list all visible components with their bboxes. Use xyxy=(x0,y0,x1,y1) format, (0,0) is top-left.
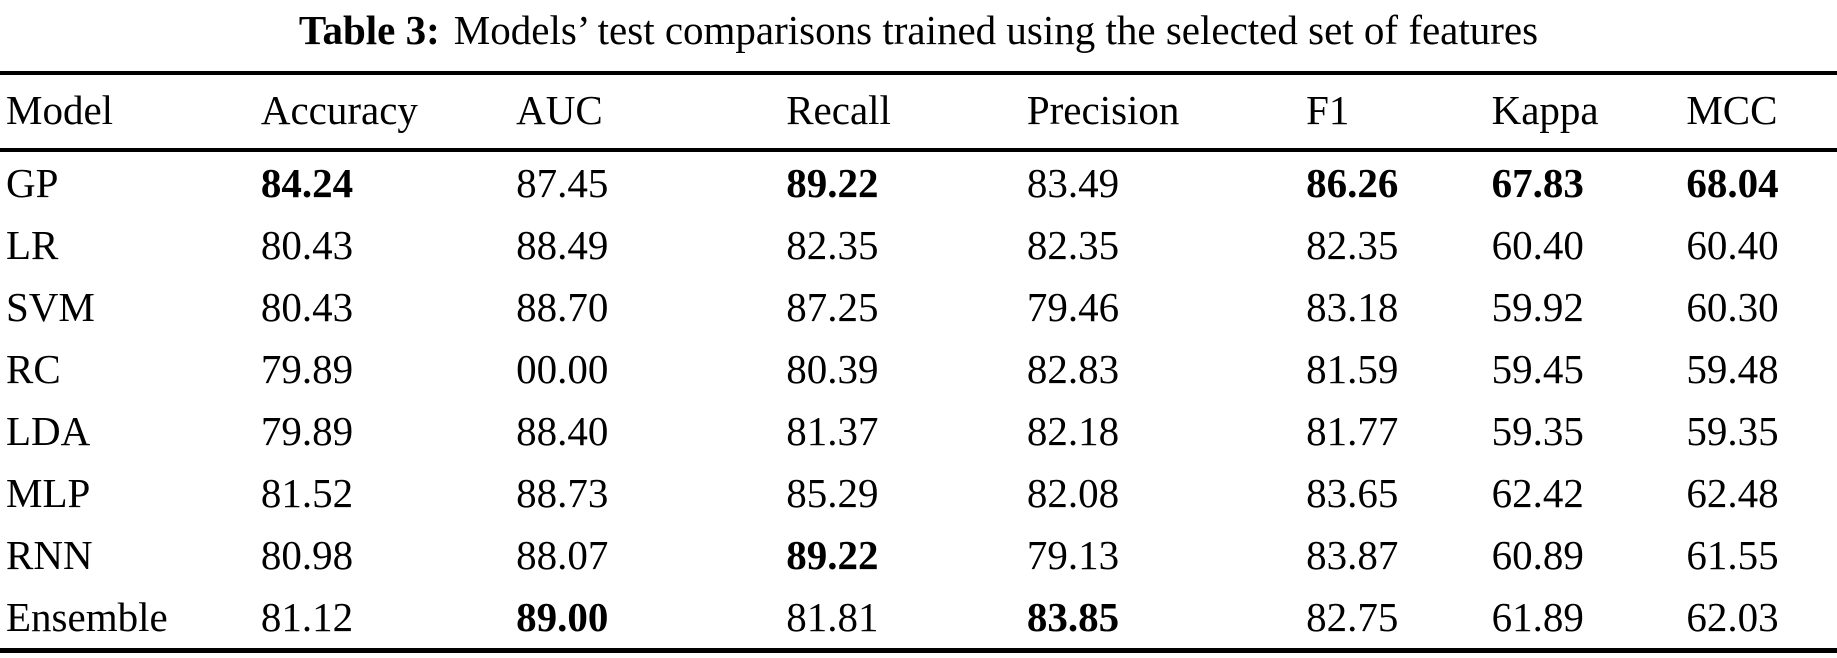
table-row: Ensemble 81.12 89.00 81.81 83.85 82.75 61.89 62… xyxy=(0,586,1837,651)
value-cell: 82.35 xyxy=(786,221,879,268)
value-cell: 59.48 xyxy=(1686,345,1779,392)
table-row: GP 84.24 87.45 89.22 83.49 86.26 67.83 68.04 xyxy=(0,150,1837,214)
value-cell: 60.89 xyxy=(1491,531,1584,578)
value-cell: 81.59 xyxy=(1306,345,1399,392)
table-row: RC 79.89 00.00 80.39 82.83 81.59 59.45 59.48 xyxy=(0,338,1837,400)
value-cell: 84.24 xyxy=(260,159,354,206)
value-cell: 86.26 xyxy=(1306,159,1399,206)
column-header: AUC xyxy=(516,73,787,153)
value-cell: 82.83 xyxy=(1026,345,1120,392)
model-cell: LDA xyxy=(6,407,91,454)
table-body: GP 84.24 87.45 89.22 83.49 86.26 67.83 68.04 LR 8… xyxy=(0,150,1837,651)
value-cell: 80.43 xyxy=(260,283,354,330)
value-cell: 79.89 xyxy=(260,345,354,392)
value-cell: 80.39 xyxy=(786,345,879,392)
model-cell: RNN xyxy=(6,531,93,578)
table-row: LR 80.43 88.49 82.35 82.35 82.35 60.40 60.40 xyxy=(0,214,1837,276)
value-cell: 88.40 xyxy=(516,407,609,454)
column-header: Kappa xyxy=(1491,73,1687,153)
caption-label: Table 3: xyxy=(298,7,440,53)
value-cell: 00.00 xyxy=(516,345,609,392)
value-cell: 80.43 xyxy=(260,221,354,268)
value-cell: 82.75 xyxy=(1306,593,1399,640)
value-cell: 83.85 xyxy=(1026,593,1120,640)
model-cell: Ensemble xyxy=(6,593,168,640)
value-cell: 88.70 xyxy=(516,283,609,330)
column-header: Precision xyxy=(1026,73,1307,153)
value-cell: 79.89 xyxy=(260,407,354,454)
column-header: Accuracy xyxy=(260,73,517,153)
value-cell: 81.77 xyxy=(1306,407,1399,454)
value-cell: 82.35 xyxy=(1306,221,1399,268)
value-cell: 59.35 xyxy=(1686,407,1779,454)
value-cell: 79.13 xyxy=(1026,531,1120,578)
column-header: Model xyxy=(0,73,261,153)
table-row: LDA 79.89 88.40 81.37 82.18 81.77 59.35 59.35 xyxy=(0,400,1837,462)
value-cell: 60.40 xyxy=(1491,221,1584,268)
value-cell: 88.73 xyxy=(516,469,609,516)
value-cell: 83.87 xyxy=(1306,531,1399,578)
value-cell: 60.40 xyxy=(1686,221,1779,268)
value-cell: 87.25 xyxy=(786,283,879,330)
value-cell: 59.35 xyxy=(1491,407,1584,454)
value-cell: 61.89 xyxy=(1491,593,1584,640)
header-row: Model Accuracy AUC Recall Precision F1 Kappa MC… xyxy=(0,73,1837,153)
value-cell: 82.35 xyxy=(1026,221,1120,268)
value-cell: 62.03 xyxy=(1686,593,1779,640)
value-cell: 88.49 xyxy=(516,221,609,268)
value-cell: 83.65 xyxy=(1306,469,1399,516)
model-cell: SVM xyxy=(6,283,95,330)
value-cell: 59.92 xyxy=(1491,283,1584,330)
table-caption: Table 3: Models’ test comparisons trained… xyxy=(0,0,1837,55)
value-cell: 82.18 xyxy=(1026,407,1120,454)
caption-text: Models’ test comparisons trained using t… xyxy=(453,7,1539,53)
value-cell: 89.22 xyxy=(786,531,879,578)
value-cell: 85.29 xyxy=(786,469,879,516)
model-cell: MLP xyxy=(6,469,91,516)
model-cell: RC xyxy=(6,345,61,392)
value-cell: 81.12 xyxy=(260,593,354,640)
value-cell: 83.18 xyxy=(1306,283,1399,330)
value-cell: 81.81 xyxy=(786,593,879,640)
value-cell: 89.00 xyxy=(516,593,609,640)
value-cell: 82.08 xyxy=(1026,469,1120,516)
model-cell: LR xyxy=(6,221,59,268)
value-cell: 80.98 xyxy=(260,531,354,578)
value-cell: 62.48 xyxy=(1686,469,1779,516)
value-cell: 59.45 xyxy=(1491,345,1584,392)
value-cell: 60.30 xyxy=(1686,283,1779,330)
model-cell: GP xyxy=(6,159,59,206)
column-header: MCC xyxy=(1686,73,1837,153)
column-header: F1 xyxy=(1306,73,1492,153)
value-cell: 83.49 xyxy=(1026,159,1120,206)
table-row: SVM 80.43 88.70 87.25 79.46 83.18 59.92 60.30 xyxy=(0,276,1837,338)
value-cell: 81.37 xyxy=(786,407,879,454)
value-cell: 88.07 xyxy=(516,531,609,578)
value-cell: 67.83 xyxy=(1491,159,1584,206)
value-cell: 79.46 xyxy=(1026,283,1120,330)
value-cell: 62.42 xyxy=(1491,469,1584,516)
value-cell: 89.22 xyxy=(786,159,879,206)
value-cell: 87.45 xyxy=(516,159,609,206)
value-cell: 61.55 xyxy=(1686,531,1779,578)
value-cell: 81.52 xyxy=(260,469,354,516)
table-row: MLP 81.52 88.73 85.29 82.08 83.65 62.42 62.48 xyxy=(0,462,1837,524)
value-cell: 68.04 xyxy=(1686,159,1779,206)
column-header: Recall xyxy=(786,73,1027,153)
table-row: RNN 80.98 88.07 89.22 79.13 83.87 60.89 61.55 xyxy=(0,524,1837,586)
results-table: Model Accuracy AUC Recall Precision F1 Kappa MC… xyxy=(0,71,1837,654)
